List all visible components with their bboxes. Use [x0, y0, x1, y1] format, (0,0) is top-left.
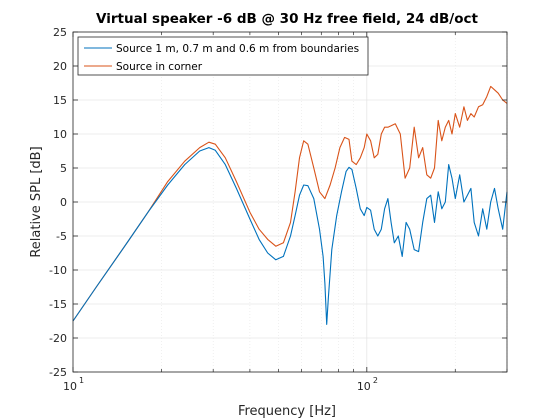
y-tick-label: 10: [53, 128, 67, 141]
x-tick-label-exponent: 1: [79, 376, 84, 385]
y-tick-label: 5: [60, 162, 67, 175]
series-line-0: [72, 147, 508, 325]
series-line-1: [72, 85, 508, 322]
legend-box: [77, 36, 369, 76]
y-axis-label: Relative SPL [dB]: [29, 146, 44, 257]
x-tick-label: 10: [63, 380, 77, 393]
x-tick-label: 10: [357, 380, 371, 393]
legend: Source 1 m, 0.7 m and 0.6 m from boundar…: [77, 36, 369, 76]
y-tick-label: 0: [60, 196, 67, 209]
x-axis-label: Frequency [Hz]: [238, 404, 336, 419]
y-tick-label: -5: [56, 230, 67, 243]
y-tick-label: 20: [53, 60, 67, 73]
legend-label-orange: Source in corner: [116, 61, 203, 73]
legend-label-blue: Source 1 m, 0.7 m and 0.6 m from boundar…: [116, 43, 359, 55]
chart-title: Virtual speaker -6 dB @ 30 Hz free field…: [96, 11, 478, 27]
y-tick-label: 25: [53, 26, 67, 39]
y-tick-label: 15: [53, 94, 67, 107]
y-tick-label: -10: [49, 264, 67, 277]
x-tick-label-exponent: 2: [373, 376, 378, 385]
y-tick-label: -25: [49, 366, 67, 379]
y-tick-label: -20: [49, 332, 67, 345]
series-layer: [72, 85, 508, 325]
y-tick-label: -15: [49, 298, 67, 311]
